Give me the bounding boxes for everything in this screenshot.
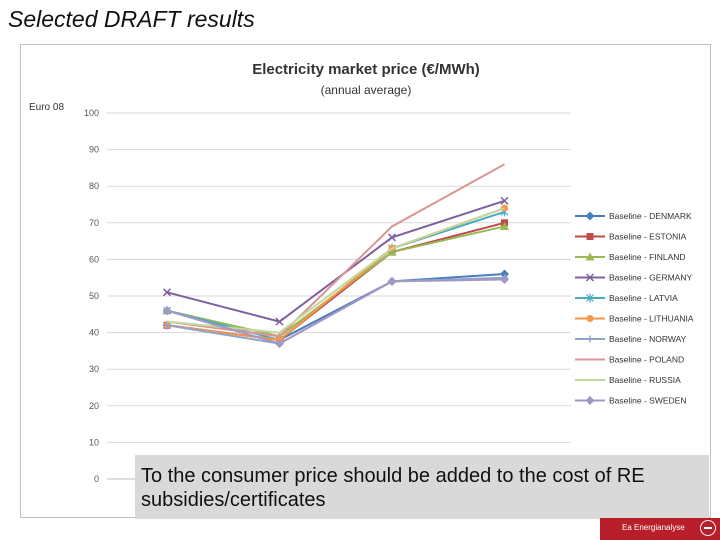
data-point <box>585 273 595 282</box>
y-tick-label: 30 <box>89 364 99 374</box>
legend-label: Baseline - RUSSIA <box>609 375 681 385</box>
legend-entry: Baseline - DENMARK <box>575 211 692 221</box>
legend-entry: Baseline - NORWAY <box>575 334 687 344</box>
footer-label: Ea Energianalyse <box>622 523 685 532</box>
y-tick-label: 60 <box>89 254 99 264</box>
y-tick-label: 90 <box>89 145 99 155</box>
series-baseline-sweden <box>162 275 509 349</box>
chart-frame: Electricity market price (€/MWh) (annual… <box>20 44 711 519</box>
company-logo-icon <box>700 520 716 536</box>
note-text: To the consumer price should be added to… <box>141 465 645 511</box>
data-point <box>275 339 284 349</box>
y-axis-label: Euro 08 <box>29 102 64 113</box>
series-baseline-poland <box>166 163 505 338</box>
legend-label: Baseline - GERMANY <box>609 273 692 283</box>
legend-entry: Baseline - LATVIA <box>575 293 678 303</box>
data-point <box>162 306 172 316</box>
data-point <box>500 275 509 285</box>
series-baseline-germany <box>162 196 509 326</box>
legend-entry: Baseline - RUSSIA <box>575 375 681 385</box>
legend-label: Baseline - DENMARK <box>609 211 692 221</box>
legend-entry: Baseline - SWEDEN <box>575 396 686 406</box>
series-line <box>166 273 505 341</box>
legend-entry: Baseline - FINLAND <box>575 252 686 262</box>
legend-label: Baseline - ESTONIA <box>609 232 687 242</box>
data-point <box>585 396 595 405</box>
data-point <box>500 196 509 205</box>
legend-label: Baseline - POLAND <box>609 355 684 365</box>
data-point <box>500 221 509 230</box>
data-point <box>586 315 594 322</box>
legend-entry: Baseline - GERMANY <box>575 273 692 283</box>
y-tick-label: 40 <box>89 328 99 338</box>
note-box: To the consumer price should be added to… <box>135 455 709 519</box>
series-baseline-russia <box>166 207 505 334</box>
y-tick-label: 10 <box>89 437 99 447</box>
chart-subtitle: (annual average) <box>321 83 412 97</box>
legend-entry: Baseline - ESTONIA <box>575 232 687 242</box>
y-tick-label: 50 <box>89 291 99 301</box>
y-tick-label: 0 <box>94 474 99 484</box>
slide-title: Selected DRAFT results <box>8 6 255 32</box>
footer-bar: Ea Energianalyse <box>600 518 720 540</box>
chart-title: Electricity market price (€/MWh) <box>252 61 480 78</box>
series-line <box>166 278 505 345</box>
series-line <box>166 210 505 342</box>
series-line <box>166 199 505 323</box>
data-point <box>586 335 594 343</box>
data-point <box>585 211 595 221</box>
data-point <box>162 288 172 297</box>
legend-entry: Baseline - LITHUANIA <box>575 314 694 324</box>
data-point <box>586 233 594 240</box>
data-point <box>387 276 397 286</box>
series-line <box>166 163 505 338</box>
data-point <box>585 252 595 261</box>
y-tick-label: 70 <box>89 218 99 228</box>
legend-label: Baseline - SWEDEN <box>609 396 686 406</box>
data-point <box>586 293 594 303</box>
y-tick-label: 20 <box>89 401 99 411</box>
legend-entry: Baseline - POLAND <box>575 355 684 365</box>
series-line <box>166 207 505 334</box>
legend-label: Baseline - NORWAY <box>609 334 687 344</box>
data-point <box>387 233 397 242</box>
y-tick-label: 100 <box>84 108 99 118</box>
data-point <box>163 321 171 329</box>
legend-label: Baseline - FINLAND <box>609 252 686 262</box>
y-tick-label: 80 <box>89 181 99 191</box>
data-point <box>500 269 509 279</box>
data-point <box>275 317 284 326</box>
line-chart: Electricity market price (€/MWh) (annual… <box>29 61 694 501</box>
legend-label: Baseline - LITHUANIA <box>609 314 694 324</box>
legend-label: Baseline - LATVIA <box>609 293 678 303</box>
